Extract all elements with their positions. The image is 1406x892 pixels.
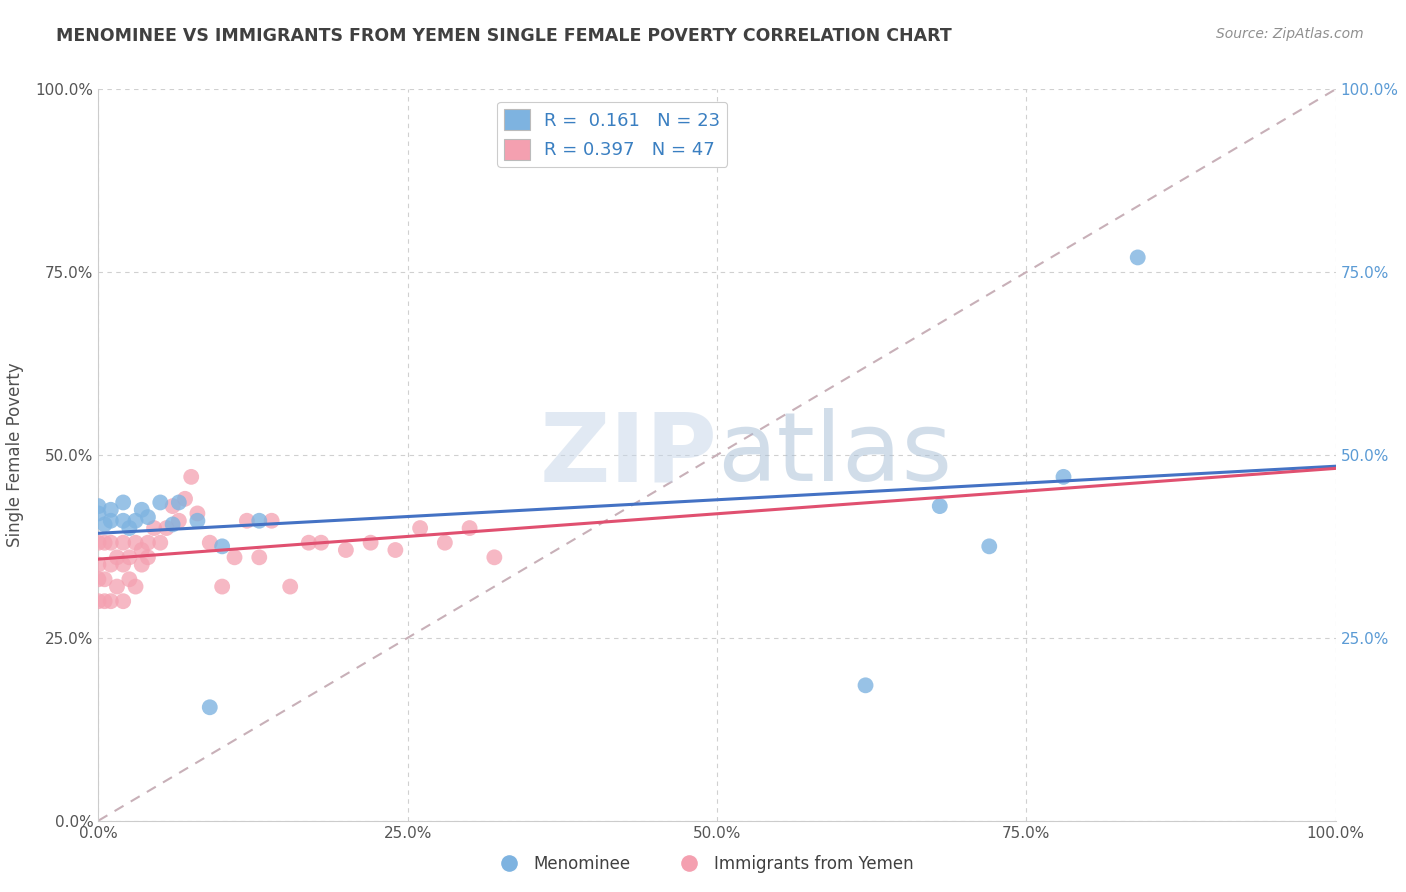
Point xyxy=(100,514,122,528)
Point xyxy=(131,543,153,558)
Point xyxy=(298,535,321,549)
Point xyxy=(112,594,135,608)
Text: MENOMINEE VS IMMIGRANTS FROM YEMEN SINGLE FEMALE POVERTY CORRELATION CHART: MENOMINEE VS IMMIGRANTS FROM YEMEN SINGL… xyxy=(56,27,952,45)
Point xyxy=(211,580,233,594)
Point xyxy=(136,550,159,565)
Point xyxy=(149,535,172,549)
Point xyxy=(186,507,208,521)
Point xyxy=(136,510,159,524)
Point xyxy=(149,495,172,509)
Legend: Menominee, Immigrants from Yemen: Menominee, Immigrants from Yemen xyxy=(485,848,921,880)
Legend: R =  0.161   N = 23, R = 0.397   N = 47: R = 0.161 N = 23, R = 0.397 N = 47 xyxy=(498,102,727,167)
Point xyxy=(112,535,135,549)
Point xyxy=(87,572,110,586)
Point xyxy=(433,535,456,549)
Point xyxy=(118,550,141,565)
Point xyxy=(131,558,153,572)
Point xyxy=(247,514,270,528)
Point xyxy=(309,535,332,549)
Point xyxy=(87,558,110,572)
Point xyxy=(979,539,1001,553)
Point xyxy=(100,558,122,572)
Point xyxy=(360,535,382,549)
Point xyxy=(1126,251,1149,265)
Y-axis label: Single Female Poverty: Single Female Poverty xyxy=(7,363,24,547)
Point xyxy=(247,550,270,565)
Point xyxy=(167,495,190,509)
Point xyxy=(198,700,221,714)
Point xyxy=(87,594,110,608)
Text: Source: ZipAtlas.com: Source: ZipAtlas.com xyxy=(1216,27,1364,41)
Point xyxy=(384,543,406,558)
Point xyxy=(928,499,950,513)
Point xyxy=(155,521,177,535)
Point xyxy=(124,535,146,549)
Point xyxy=(224,550,246,565)
Point xyxy=(484,550,506,565)
Text: ZIP: ZIP xyxy=(538,409,717,501)
Point xyxy=(105,580,128,594)
Point xyxy=(131,503,153,517)
Point xyxy=(162,499,184,513)
Point xyxy=(118,521,141,535)
Point xyxy=(87,507,110,521)
Point xyxy=(118,572,141,586)
Point xyxy=(409,521,432,535)
Point xyxy=(124,580,146,594)
Point xyxy=(136,535,159,549)
Point xyxy=(105,550,128,565)
Point xyxy=(93,517,115,532)
Point xyxy=(143,521,166,535)
Point xyxy=(100,594,122,608)
Point xyxy=(100,503,122,517)
Point xyxy=(87,499,110,513)
Point xyxy=(458,521,481,535)
Point xyxy=(278,580,301,594)
Point xyxy=(174,491,197,506)
Point xyxy=(855,678,877,692)
Point xyxy=(93,572,115,586)
Point xyxy=(186,514,208,528)
Point xyxy=(124,514,146,528)
Point xyxy=(180,470,202,484)
Point xyxy=(335,543,357,558)
Point xyxy=(93,535,115,549)
Point xyxy=(162,517,184,532)
Point xyxy=(211,539,233,553)
Point xyxy=(112,495,135,509)
Point xyxy=(100,535,122,549)
Point xyxy=(167,514,190,528)
Point xyxy=(260,514,283,528)
Point xyxy=(112,558,135,572)
Point xyxy=(236,514,259,528)
Point xyxy=(93,594,115,608)
Text: atlas: atlas xyxy=(717,409,952,501)
Point xyxy=(198,535,221,549)
Point xyxy=(1052,470,1074,484)
Point xyxy=(87,535,110,549)
Point xyxy=(112,514,135,528)
